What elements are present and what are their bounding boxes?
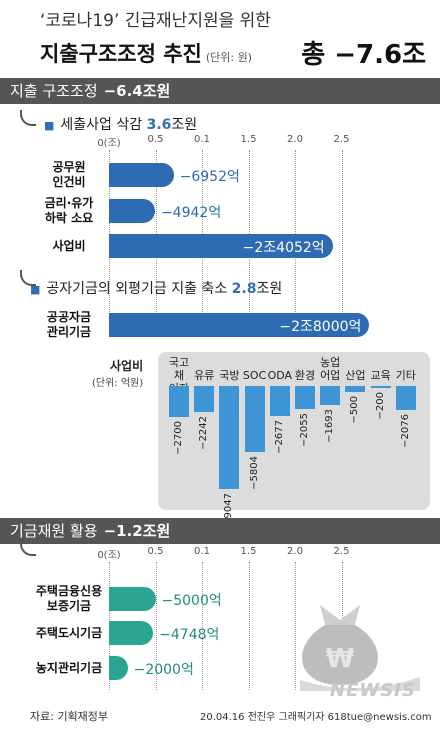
bar [109,656,128,680]
bar [109,621,154,645]
bar-value-label: −5804 [248,456,260,490]
category-label: SOC [242,369,267,382]
svg-text:₩: ₩ [326,644,355,674]
category-label: 국방 [219,369,240,382]
category-label: 공무원 인건비 [52,160,86,189]
section-value: −1.2조원 [103,522,171,540]
bar-value-label: −2677 [273,420,285,455]
axis-tick-label: 0.5 [147,546,164,557]
bracket-line [20,110,36,126]
bar [345,386,366,392]
bar [295,386,315,410]
category-label: 기타 [395,369,416,382]
bar-value-label: −4942억 [160,205,222,221]
bar [320,386,341,406]
bar [109,313,370,337]
credit-label: 20.04.16 전진우 그래픽기자 618tue@newsis.com [200,712,432,723]
bar-value-label: −6952억 [179,169,240,185]
newsis-watermark: NEWSIS [330,680,416,701]
sub-label: 공자기금의 외평기금 지출 축소 [46,281,228,297]
bar-value-label: −2조8000억 [279,319,362,335]
section-label: 기금재원 활용 [10,522,98,540]
axis-tick-label: 2.5 [333,134,350,145]
bar-value-label: −2055 [299,413,310,448]
category-label: 유류 [194,369,215,382]
category-label: ODA [267,369,293,382]
category-label: 농업 어업 [320,356,341,382]
subheading-fund: ■ 공자기금의 외평기금 지출 축소 2.8조원 [30,278,282,298]
bar-value-label: −2조4052억 [242,240,325,256]
axis-tick-label: 0.5 [147,134,164,145]
bar [219,386,240,489]
category-label: 공공자금 관리기금 [46,310,92,339]
axis-tick-label: 2.0 [287,134,303,145]
section-bar-fund: 기금재원 활용 −1.2조원 [0,518,440,544]
source-label: 자료: 기획재정부 [30,710,109,723]
total-value: 총 −7.6조 [301,40,426,70]
bar-value-label: −2700 [173,420,184,455]
bar-value-label: −200 [374,392,386,420]
panel-project-costs [158,352,430,510]
sub-label: 세출사업 삭감 [60,117,143,133]
bar [269,386,290,417]
category-label: 농지관리기금 [35,660,103,675]
bar [370,386,391,389]
bar [109,587,156,611]
bar [244,386,265,453]
category-label: 환경 [294,369,316,382]
axis-gridline [248,562,250,690]
bar [109,199,155,223]
bar [169,386,189,417]
sub-value: 3.6 [146,117,172,133]
section-value: −6.4조원 [103,82,171,100]
bar-value-label: −2076 [399,413,411,448]
axis-tick-label: 0(조) [97,138,121,149]
axis-gridline [155,562,157,690]
axis-tick-label: 2.0 [287,546,303,557]
axis-tick-label: 1.5 [240,134,257,145]
category-label: 교육 [370,369,391,382]
sub-value: 2.8 [231,281,257,297]
category-label: 사업비 [52,238,86,253]
section-label: 지출 구조조정 [10,82,98,100]
bar-value-label: −1693 [324,409,336,444]
axis-tick-label: 2.5 [333,546,350,557]
unit-label: (단위: 원) [205,51,253,64]
title-line2: 지출구조조정 추진 (단위: 원) [40,38,252,68]
bar [194,386,215,412]
panel-title: 사업비 [110,359,144,373]
bar-value-label: −500 [349,395,361,424]
bar-value-label: −2242 [198,415,210,450]
bar-value-label: −5000억 [161,593,222,609]
title-line1: ‘코로나19’ 긴급재난지원을 위한 [40,11,271,31]
axis-gridline [341,150,343,330]
square-bullet-icon: ■ [44,119,55,132]
square-bullet-icon: ■ [30,283,41,296]
panel-unit: (단위: 억원) [92,378,144,389]
axis-tick-label: 0(조) [97,550,121,561]
bar-value-label: −4748억 [159,627,220,643]
category-label: 주택금융신용 보증기금 [35,584,103,613]
subheading-cut: ■ 세출사업 삭감 3.6조원 [44,114,197,134]
bar [395,386,416,410]
bar [109,234,333,258]
axis-gridline [202,562,203,690]
title-main: 지출구조조정 추진 [40,42,202,66]
axis-tick-label: 0.1 [194,134,210,145]
axis-gridline [295,562,296,690]
category-label: 금리·유가 하락 소요 [44,196,94,225]
money-bag-illustration: ₩ [300,605,420,691]
sub-suffix: 조원 [171,117,198,133]
bracket-line [20,540,36,556]
bar [109,163,174,187]
axis-tick-label: 1.5 [240,546,257,557]
axis-tick-label: 0.1 [194,546,210,557]
sub-suffix: 조원 [256,281,283,297]
bar-value-label: −2000억 [133,662,194,678]
section-bar-spending: 지출 구조조정 −6.4조원 [0,78,440,104]
category-label: 산업 [345,369,366,382]
bracket-line [20,270,36,286]
category-label: 주택도시기금 [35,625,103,640]
